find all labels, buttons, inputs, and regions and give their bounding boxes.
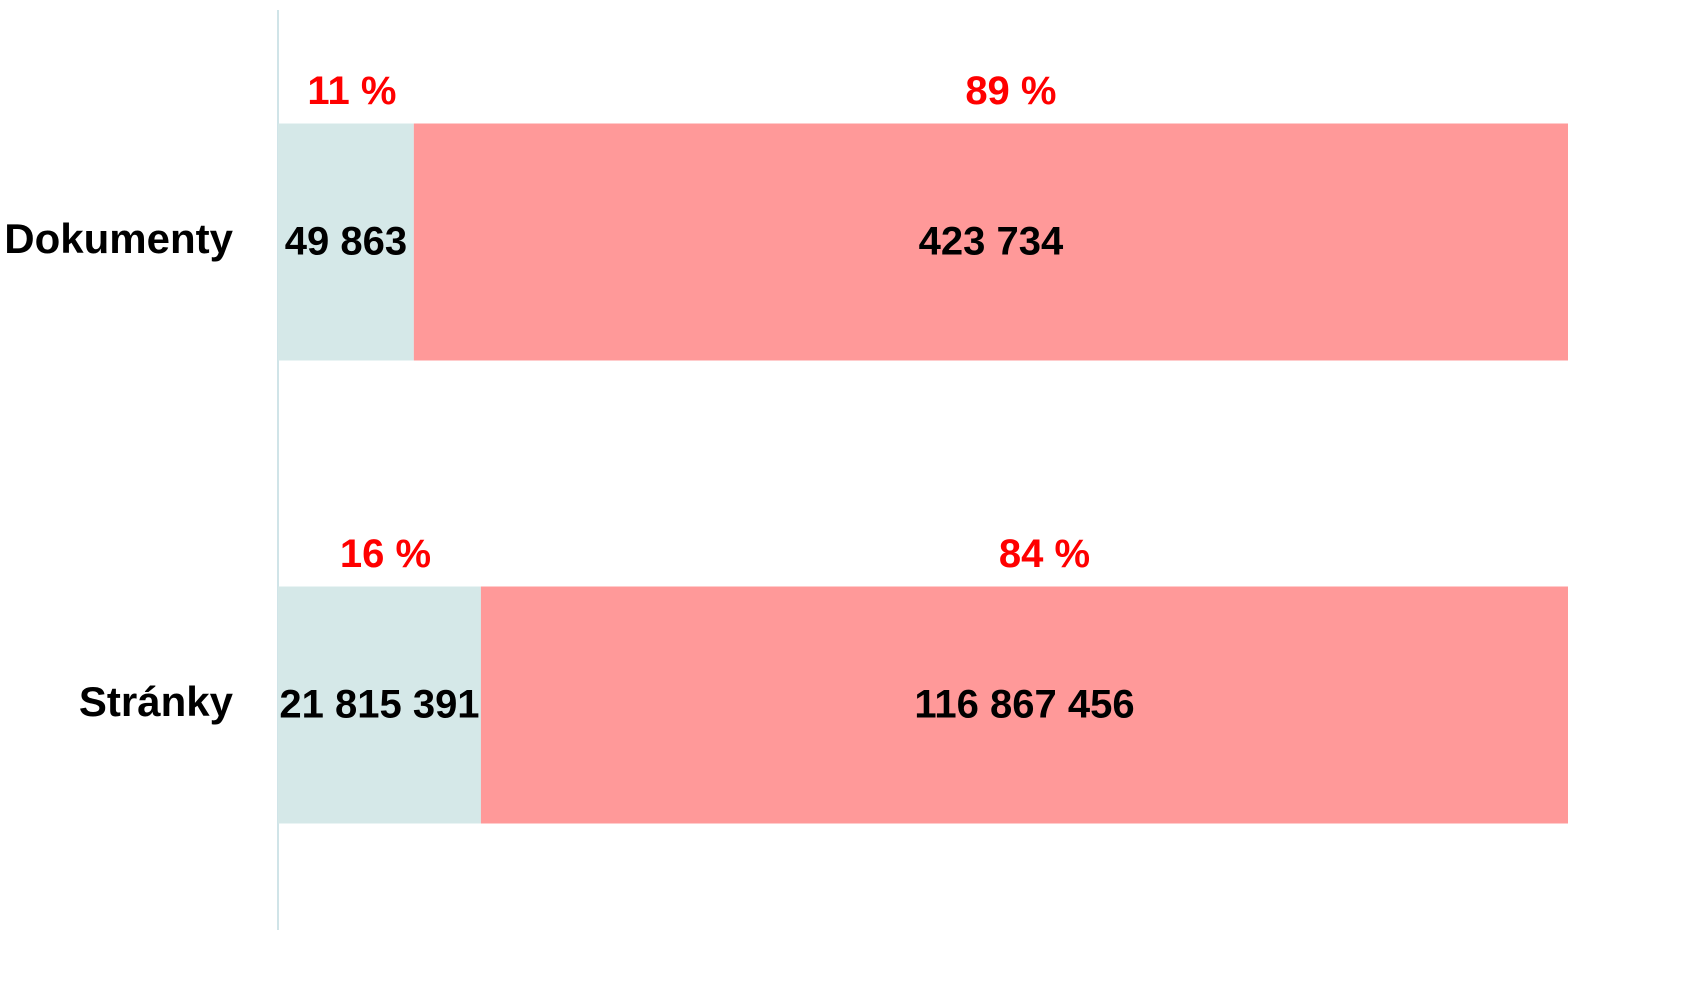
value-label: 423 734 bbox=[919, 220, 1064, 264]
value-label: 21 815 391 bbox=[279, 683, 479, 727]
percent-label: 16 % bbox=[340, 532, 431, 576]
value-label: 49 863 bbox=[285, 220, 407, 264]
category-label: Stránky bbox=[79, 678, 234, 725]
bar-segment bbox=[413, 123, 1568, 361]
percent-label: 89 % bbox=[965, 69, 1056, 113]
value-label: 116 867 456 bbox=[914, 683, 1134, 727]
bar-segment bbox=[278, 586, 481, 824]
percent-label: 11 % bbox=[307, 69, 396, 113]
bar-segment bbox=[278, 123, 414, 361]
percent-label: 84 % bbox=[999, 532, 1090, 576]
bar-segment bbox=[480, 586, 1569, 824]
category-label: Dokumenty bbox=[4, 215, 233, 262]
